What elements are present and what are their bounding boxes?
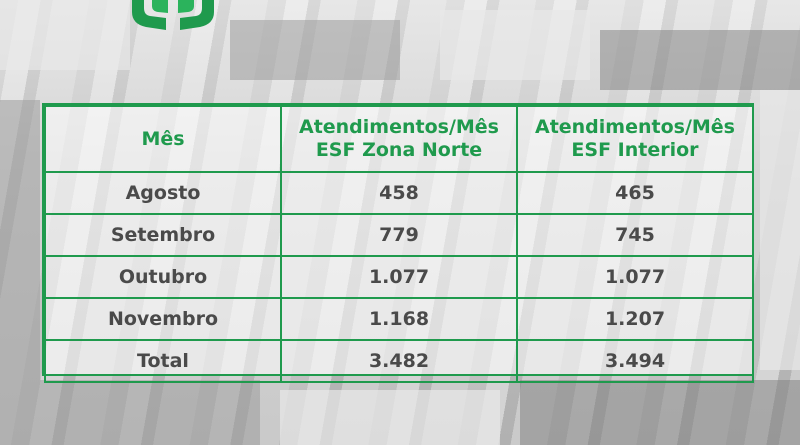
interior-cell: 465 (516, 171, 754, 215)
interior-cell: 1.077 (516, 255, 754, 299)
month-cell: Setembro (44, 213, 282, 257)
month-cell: Agosto (44, 171, 282, 215)
table-row: Agosto 458 465 (44, 171, 754, 215)
zona-norte-total-cell: 3.482 (280, 339, 518, 383)
zona-norte-cell: 458 (280, 171, 518, 215)
month-cell: Outubro (44, 255, 282, 299)
month-column-header: Mês (44, 105, 282, 173)
table-row: Setembro 779 745 (44, 213, 754, 257)
month-cell: Novembro (44, 297, 282, 341)
interior-column-header: Atendimentos/Mês ESF Interior (516, 105, 754, 173)
zona-norte-cell: 1.168 (280, 297, 518, 341)
interior-cell: 745 (516, 213, 754, 257)
zona-norte-header-line1: Atendimentos/Mês (298, 116, 499, 138)
interior-total-cell: 3.494 (516, 339, 754, 383)
total-label-cell: Total (44, 339, 282, 383)
interior-header-line2: ESF Interior (571, 139, 699, 161)
zona-norte-column-header: Atendimentos/Mês ESF Zona Norte (280, 105, 518, 173)
interior-cell: 1.207 (516, 297, 754, 341)
total-row: Total 3.482 3.494 (44, 339, 754, 383)
table-header-row: Mês Atendimentos/Mês ESF Zona Norte Aten… (44, 105, 754, 173)
table-row: Outubro 1.077 1.077 (44, 255, 754, 299)
table-row: Novembro 1.168 1.207 (44, 297, 754, 341)
zona-norte-cell: 1.077 (280, 255, 518, 299)
hands-logo-icon (132, 0, 214, 30)
zona-norte-header-line2: ESF Zona Norte (315, 139, 483, 161)
attendance-table: Mês Atendimentos/Mês ESF Zona Norte Aten… (42, 103, 754, 383)
zona-norte-cell: 779 (280, 213, 518, 257)
month-header-label: Mês (141, 127, 185, 150)
interior-header-line1: Atendimentos/Mês (534, 116, 735, 138)
